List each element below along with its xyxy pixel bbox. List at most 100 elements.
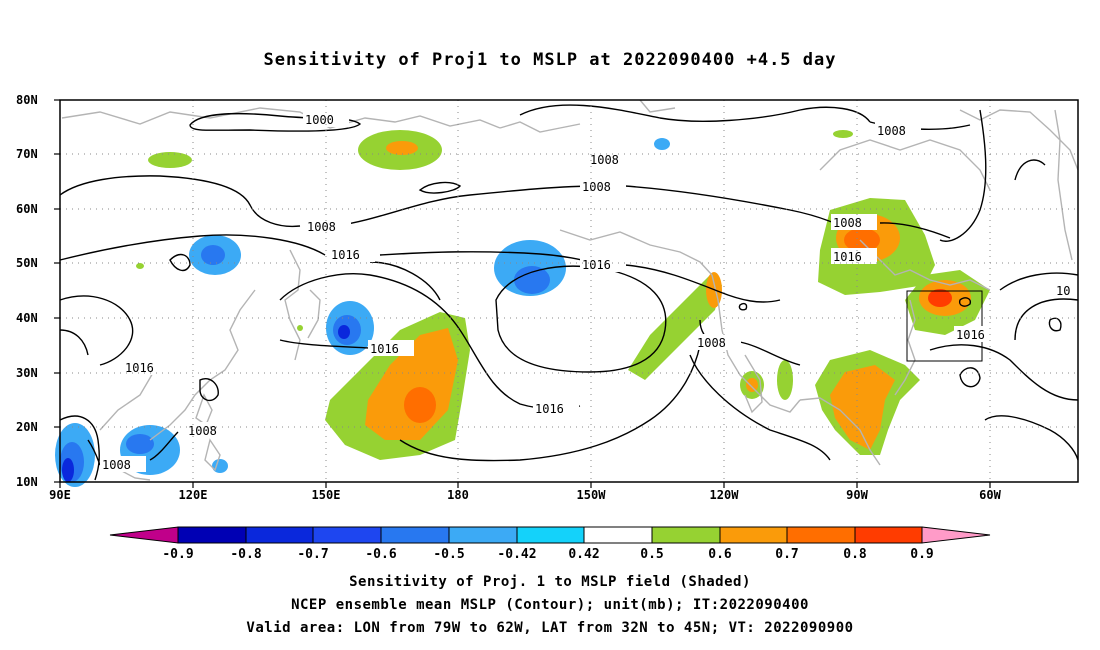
contour-1016 [169,253,191,272]
shade-patch [386,141,418,155]
gridlines [60,100,1078,482]
colorbar-bin [651,526,721,544]
colorbar-right-arrow [921,526,991,544]
lat-label: 40N [16,311,38,325]
colorbar-label: -0.7 [297,547,328,562]
contour-label: 10 [1056,284,1070,298]
contour-1008 [59,175,301,228]
colorbar-bin [719,526,788,544]
contour-label: 1008 [833,216,862,230]
colorbar-bin [786,526,856,544]
lon-label: 90W [846,488,868,502]
colorbar: -0.9 -0.8 -0.7 -0.6 -0.5 -0.42 0.42 0.5 … [109,526,991,562]
contour-1016 [958,297,972,307]
contour-label: 1016 [582,258,611,272]
contour-1008 [418,181,462,194]
contour-label: 1008 [188,424,217,438]
shade-patch [833,130,853,138]
shade-patch [148,152,192,168]
caption-valid-area: Valid area: LON from 79W to 62W, LAT fro… [246,620,854,636]
shade-patch [404,387,436,423]
shade-patch [365,328,458,440]
contour-1016 [59,415,100,481]
coastline [959,109,1079,171]
colorbar-left-arrow [109,526,179,544]
contour-label: 1016 [331,248,360,262]
colorbar-bin [245,526,314,544]
contour-1016 [624,264,781,303]
contour-label: 1008 [697,336,726,350]
shade-patch [62,458,74,482]
coastline [819,139,991,191]
contour-labels: 1000 1008 1008 1008 1008 1008 1008 1008 … [100,111,1077,472]
contour-1016 [369,261,441,301]
shade-patch [628,275,722,380]
colorbar-label: -0.8 [230,547,261,562]
shade-patch [928,289,952,307]
colorbar-label: -0.9 [162,547,193,562]
coastline [559,229,713,276]
coastline [149,289,256,441]
contour-label: 1008 [102,458,131,472]
colorbar-label: 0.9 [910,547,933,562]
coastline [744,354,763,414]
contour-1016 [999,272,1079,291]
sensitivity-shading [55,130,990,487]
shade-patch [297,325,303,331]
caption-contour: NCEP ensemble mean MSLP (Contour); unit(… [291,597,809,613]
shade-patch [844,228,880,252]
contour-1016 [379,251,601,265]
contour-label: 1016 [125,361,154,375]
colorbar-label: -0.42 [497,547,536,562]
contour-label: 1016 [370,342,399,356]
contour-1008 [879,222,951,239]
coastline [204,438,221,472]
contour-1008 [87,439,101,466]
contour-1016 [939,109,987,242]
contour-1016 [59,329,89,356]
contour-1016 [59,295,134,366]
contour-1008 [689,354,831,461]
shade-patch [338,325,350,339]
lon-label: 150E [312,488,341,502]
contour-1016 [1048,317,1062,332]
shade-patch [126,434,154,454]
contour-1016 [984,415,1079,461]
contour-1016 [59,234,326,261]
shade-patch [201,245,225,265]
lat-label: 50N [16,256,38,270]
lon-label: 120E [179,488,208,502]
contour-1000 [189,112,362,132]
coastline [1054,109,1073,261]
contour-1016 [959,367,981,388]
coastline [894,299,916,396]
lat-label: 30N [16,366,38,380]
lat-label: 60N [16,202,38,216]
colorbar-bin [448,526,518,544]
lat-label: 70N [16,147,38,161]
contour-1008 [519,104,871,123]
contour-1016 [399,344,701,462]
colorbar-bin [380,526,450,544]
colorbar-bin [583,526,653,544]
contour-1016 [495,265,667,373]
colorbar-label: -0.6 [365,547,396,562]
colorbar-bin [516,526,585,544]
coastline [119,469,151,481]
coastline [639,99,676,113]
contour-1016 [279,273,581,410]
lon-label: 120W [710,488,740,502]
shade-patch [654,138,670,150]
lat-label: 10N [16,475,38,489]
coastline [61,107,501,129]
colorbar-label: 0.6 [708,547,732,562]
contour-1016 [738,302,748,311]
lon-label: 60W [979,488,1001,502]
contour-label: 1008 [590,153,619,167]
latitude-labels: 80N 70N 60N 50N 40N 30N 20N 10N [16,93,38,489]
coastline [284,249,301,361]
coastline [711,274,801,413]
coastline [799,397,881,466]
shade-patch [136,263,144,269]
colorbar-label: 0.5 [640,547,663,562]
